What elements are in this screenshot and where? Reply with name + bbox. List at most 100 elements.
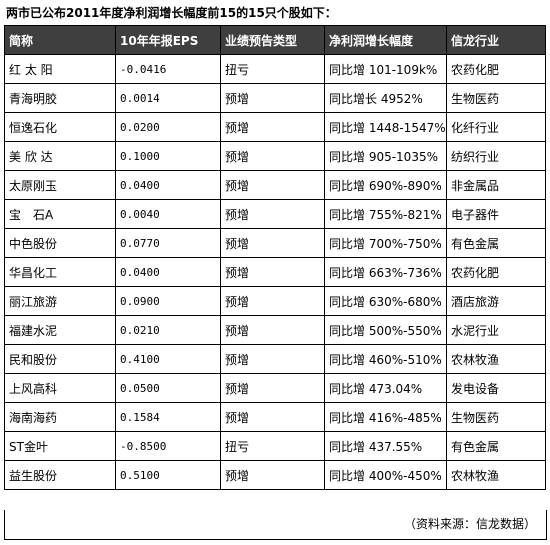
industry-cell: 农药化肥 [446,257,546,287]
forecast-type-cell: 预增 [220,286,325,316]
eps-cell: 0.0400 [115,257,221,287]
stock-name-cell: 宝 石A [4,199,116,229]
table-row: 上风高科 0.0500 预增 同比增 473.04% 发电设备 [4,373,546,403]
table-row: 民和股份 0.4100 预增 同比增 460%-510% 农林牧渔 [4,344,546,374]
stock-name-cell: 太原刚玉 [4,170,116,200]
table-row: 福建水泥 0.0210 预增 同比增 500%-550% 水泥行业 [4,315,546,345]
forecast-type-cell: 预增 [220,228,325,258]
industry-cell: 有色金属 [446,431,546,461]
growth-cell: 同比增 500%-550% [324,315,447,345]
industry-cell: 水泥行业 [446,315,546,345]
growth-cell: 同比增 101-109k% [324,54,447,84]
table-row: 丽江旅游 0.0900 预增 同比增 630%-680% 酒店旅游 [4,286,546,316]
forecast-type-cell: 预增 [220,257,325,287]
industry-cell: 农林牧渔 [446,344,546,374]
table-row: 太原刚玉 0.0400 预增 同比增 690%-890% 非金属品 [4,170,546,200]
industry-cell: 电子器件 [446,199,546,229]
eps-cell: 0.0770 [115,228,221,258]
eps-cell: 0.1000 [115,141,221,171]
industry-cell: 非金属品 [446,170,546,200]
eps-cell: -0.8500 [115,431,221,461]
stock-name-cell: 中色股份 [4,228,116,258]
growth-cell: 同比增 400%-450% [324,460,447,490]
stock-name-cell: 美 欣 达 [4,141,116,171]
forecast-type-cell: 预增 [220,460,325,490]
page-title: 两市已公布2011年度净利润增长幅度前15的15只个股如下： [6,6,337,20]
growth-cell: 同比增 690%-890% [324,170,447,200]
table-row: 美 欣 达 0.1000 预增 同比增 905-1035% 纺织行业 [4,141,546,171]
forecast-type-cell: 预增 [220,344,325,374]
eps-cell: 0.0500 [115,373,221,403]
stock-name-cell: 恒逸石化 [4,112,116,142]
source-note: （资料来源：信龙数据） [4,510,547,540]
forecast-type-cell: 预增 [220,315,325,345]
stock-name-cell: 海南海药 [4,402,116,432]
stock-name-cell: 民和股份 [4,344,116,374]
industry-cell: 纺织行业 [446,141,546,171]
forecast-type-cell: 扭亏 [220,54,325,84]
eps-cell: 0.0400 [115,170,221,200]
table-row: 海南海药 0.1584 预增 同比增 416%-485% 生物医药 [4,402,546,432]
eps-cell: 0.0900 [115,286,221,316]
stock-name-cell: 丽江旅游 [4,286,116,316]
table-row: 恒逸石化 0.0200 预增 同比增 1448-1547% 化纤行业 [4,112,546,142]
industry-cell: 农林牧渔 [446,460,546,490]
growth-cell: 同比增 630%-680% [324,286,447,316]
eps-cell: 0.4100 [115,344,221,374]
growth-cell: 同比增 905-1035% [324,141,447,171]
forecast-type-cell: 预增 [220,373,325,403]
industry-cell: 酒店旅游 [446,286,546,316]
forecast-type-cell: 预增 [220,112,325,142]
forecast-type-cell: 预增 [220,402,325,432]
forecast-type-cell: 预增 [220,141,325,171]
growth-cell: 同比增 663%-736% [324,257,447,287]
stock-name-cell: 红 太 阳 [4,54,116,84]
forecast-type-cell: 扭亏 [220,431,325,461]
growth-cell: 同比增 473.04% [324,373,447,403]
table-row: 中色股份 0.0770 预增 同比增 700%-750% 有色金属 [4,228,546,258]
industry-cell: 化纤行业 [446,112,546,142]
header-forecast-type: 业绩预告类型 [220,25,325,55]
table-row: 益生股份 0.5100 预增 同比增 400%-450% 农林牧渔 [4,460,546,490]
header-growth: 净利润增长幅度 [324,25,447,55]
stock-name-cell: 益生股份 [4,460,116,490]
eps-cell: 0.0040 [115,199,221,229]
eps-cell: 0.5100 [115,460,221,490]
stock-name-cell: 青海明胶 [4,83,116,113]
industry-cell: 生物医药 [446,83,546,113]
table-row: 宝 石A 0.0040 预增 同比增 755%-821% 电子器件 [4,199,546,229]
industry-cell: 发电设备 [446,373,546,403]
table-row: 华昌化工 0.0400 预增 同比增 663%-736% 农药化肥 [4,257,546,287]
growth-cell: 同比增 460%-510% [324,344,447,374]
table-row: 青海明胶 0.0014 预增 同比增长 4952% 生物医药 [4,83,546,113]
forecast-type-cell: 预增 [220,199,325,229]
stock-name-cell: 福建水泥 [4,315,116,345]
eps-cell: 0.0014 [115,83,221,113]
stock-name-cell: 上风高科 [4,373,116,403]
eps-cell: 0.0200 [115,112,221,142]
industry-cell: 有色金属 [446,228,546,258]
industry-cell: 生物医药 [446,402,546,432]
eps-cell: -0.0416 [115,54,221,84]
stock-name-cell: 华昌化工 [4,257,116,287]
eps-cell: 0.1584 [115,402,221,432]
stock-name-cell: ST金叶 [4,431,116,461]
header-name: 简称 [4,25,116,55]
table-row: ST金叶 -0.8500 扭亏 同比增 437.55% 有色金属 [4,431,546,461]
eps-cell: 0.0210 [115,315,221,345]
forecast-type-cell: 预增 [220,170,325,200]
growth-cell: 同比增 416%-485% [324,402,447,432]
header-industry: 信龙行业 [446,25,546,55]
growth-cell: 同比增长 4952% [324,83,447,113]
forecast-type-cell: 预增 [220,83,325,113]
growth-cell: 同比增 437.55% [324,431,447,461]
stock-table: 简称 10年年报EPS 业绩预告类型 净利润增长幅度 信龙行业 红 太 阳 -0.… [4,25,546,490]
header-eps: 10年年报EPS [115,25,221,55]
growth-cell: 同比增 700%-750% [324,228,447,258]
industry-cell: 农药化肥 [446,54,546,84]
growth-cell: 同比增 755%-821% [324,199,447,229]
growth-cell: 同比增 1448-1547% [324,112,447,142]
table-row: 红 太 阳 -0.0416 扭亏 同比增 101-109k% 农药化肥 [4,54,546,84]
table-header-row: 简称 10年年报EPS 业绩预告类型 净利润增长幅度 信龙行业 [4,25,546,55]
